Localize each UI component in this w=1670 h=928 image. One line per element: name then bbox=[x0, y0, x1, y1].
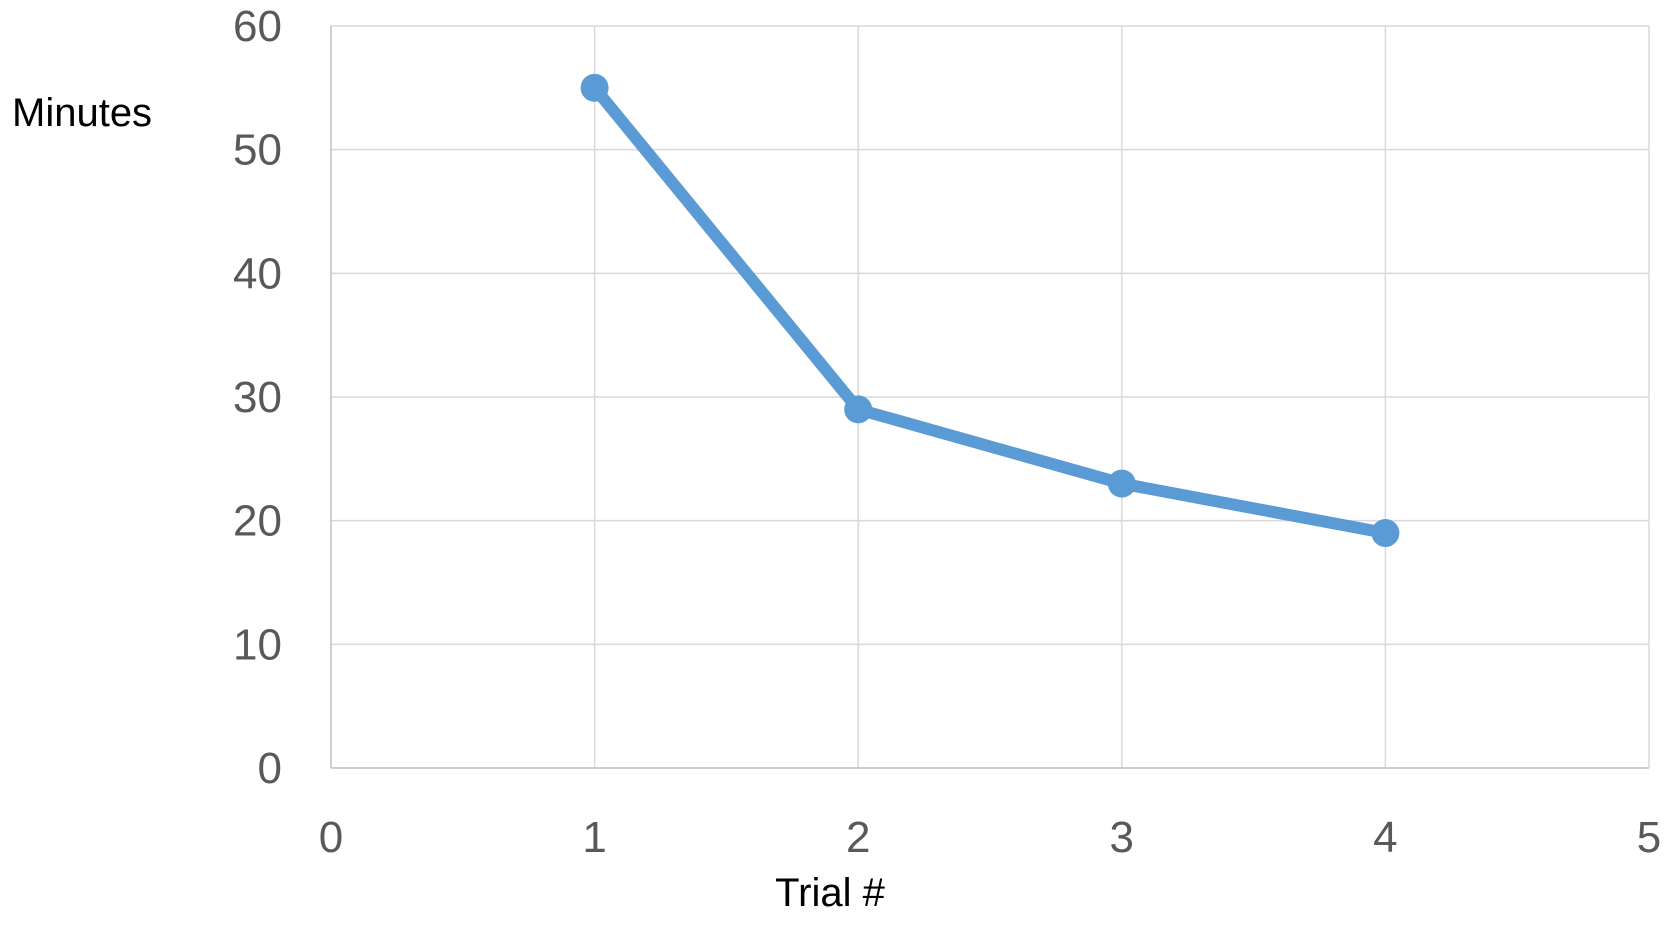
y-tick-label: 50 bbox=[233, 126, 282, 175]
series-line bbox=[588, 81, 1392, 540]
y-tick-label: 20 bbox=[233, 497, 282, 546]
x-tick-labels: 0 1 2 3 4 5 bbox=[319, 813, 1661, 862]
y-tick-label: 0 bbox=[258, 744, 282, 793]
y-tick-label: 30 bbox=[233, 373, 282, 422]
y-tick-label: 40 bbox=[233, 249, 282, 298]
y-tick-labels: 0 10 20 30 40 50 60 bbox=[233, 2, 282, 793]
x-tick-label: 3 bbox=[1110, 813, 1134, 862]
y-tick-label: 60 bbox=[233, 2, 282, 51]
x-tick-label: 5 bbox=[1637, 813, 1661, 862]
y-tick-label: 10 bbox=[233, 620, 282, 669]
data-point bbox=[1107, 469, 1136, 498]
x-tick-label: 0 bbox=[319, 813, 343, 862]
axes bbox=[330, 26, 1649, 769]
x-tick-label: 1 bbox=[582, 813, 606, 862]
data-point bbox=[844, 395, 873, 424]
data-point bbox=[1371, 519, 1400, 548]
x-tick-label: 4 bbox=[1373, 813, 1397, 862]
y-axis-title: Minutes bbox=[12, 91, 152, 135]
data-point bbox=[580, 73, 609, 102]
grid bbox=[331, 25, 1650, 768]
series-group bbox=[580, 73, 1400, 548]
x-axis-title: Trial # bbox=[775, 871, 885, 915]
x-tick-label: 2 bbox=[846, 813, 870, 862]
